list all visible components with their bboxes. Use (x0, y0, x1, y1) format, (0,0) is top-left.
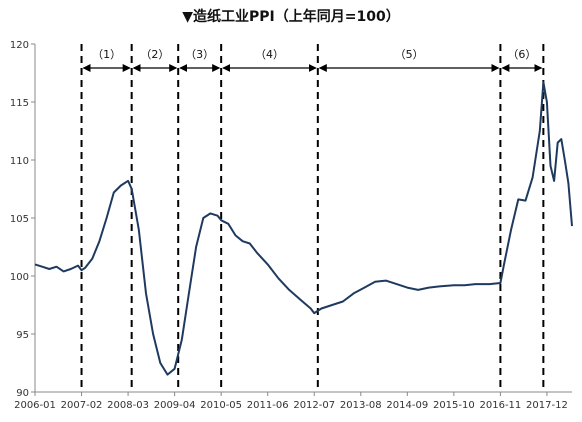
ppi-series-line (34, 81, 573, 376)
y-tick-label: 105 (10, 214, 29, 225)
period-annotations: （1） （2） （3） （4） （5） （6） (82, 48, 543, 72)
axes: 90 95 100 105 110 115 120 2006-01 2007-02 2008-03… (10, 40, 572, 411)
x-tick-label: 2007-02 (61, 400, 103, 411)
x-tick-label: 2015-10 (433, 400, 475, 411)
y-tick-label: 120 (10, 40, 29, 51)
y-tick-label: 90 (16, 388, 29, 399)
x-tick-label: 2008-03 (107, 400, 149, 411)
period-label: （2） (140, 48, 169, 61)
period-boundaries (80, 44, 545, 392)
y-tick-label: 110 (10, 156, 29, 167)
x-tick-label: 2012-07 (293, 400, 335, 411)
y-tick-label: 115 (10, 98, 29, 109)
period-label: （3） (185, 48, 214, 61)
series-layer (34, 81, 573, 376)
x-tick-label: 2017-12 (526, 400, 568, 411)
x-tick-label: 2010-05 (200, 400, 242, 411)
x-tick-label: 2009-04 (154, 400, 196, 411)
x-tick-label: 2006-01 (14, 400, 56, 411)
x-tick-label: 2011-06 (247, 400, 289, 411)
x-tick-label: 2014-09 (386, 400, 428, 411)
period-label: （6） (507, 48, 536, 61)
x-tick-label: 2013-08 (340, 400, 382, 411)
x-tick-label: 2016-11 (480, 400, 522, 411)
period-label: （4） (255, 48, 284, 61)
period-label: （1） (92, 48, 121, 61)
y-tick-label: 95 (16, 330, 29, 341)
period-label: （5） (395, 48, 424, 61)
y-tick-label: 100 (10, 272, 29, 283)
chart-title: ▼造纸工业PPI（上年同月=100） (182, 8, 399, 25)
